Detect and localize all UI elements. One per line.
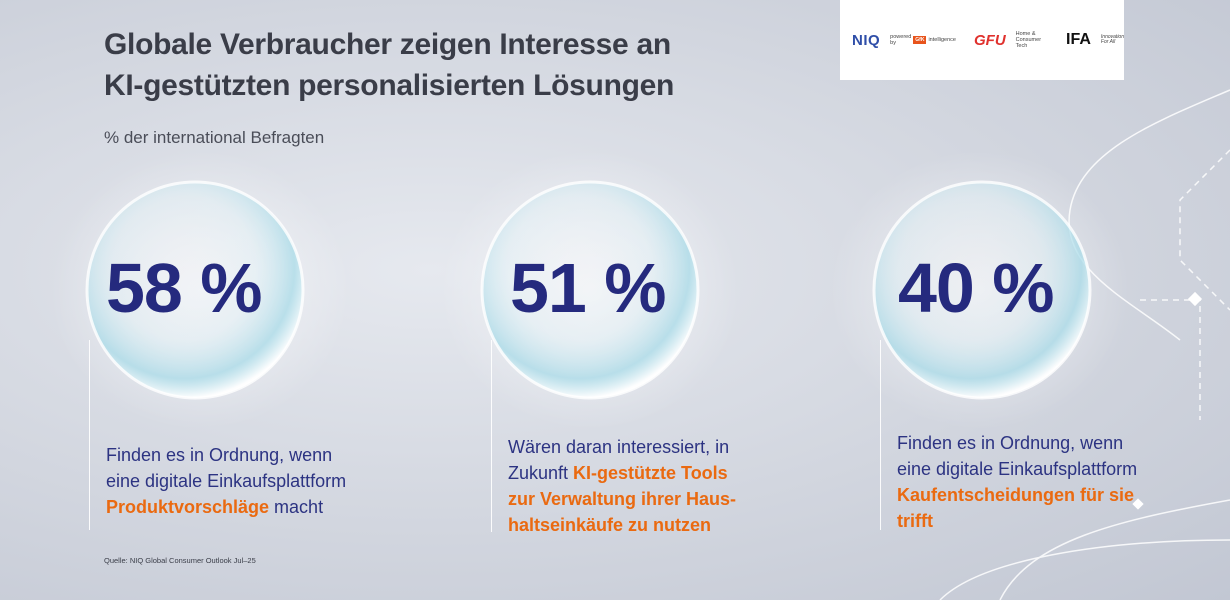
stat-description-1: Finden es in Ordnung, wenn eine digitale… bbox=[106, 442, 426, 520]
niq-logo: NIQ bbox=[852, 31, 881, 49]
bubble-2 bbox=[480, 180, 700, 400]
ifa-logo: IFA bbox=[1066, 31, 1091, 48]
stat-3-highlight-1: Kaufentscheidungen für sie bbox=[897, 485, 1135, 505]
stat-3-line-1: Finden es in Ordnung, wenn bbox=[897, 433, 1124, 453]
bubble-3 bbox=[872, 180, 1092, 400]
gfu-tagline-2: Consumer Tech bbox=[1015, 37, 1042, 49]
ifa-tagline: Innovation For All bbox=[1100, 33, 1124, 46]
gfk-logo: GfK bbox=[913, 36, 927, 44]
niq-powered-text: powered by bbox=[890, 34, 912, 46]
stat-3-line-2: eine digitale Einkaufsplattform bbox=[897, 459, 1138, 479]
stat-3-highlight-2: trifft bbox=[897, 511, 933, 531]
gfu-tagline-1: Home & bbox=[1015, 31, 1036, 37]
stat-1-line-1: Finden es in Ordnung, wenn bbox=[106, 445, 333, 465]
stat-1-line-2: eine digitale Einkaufsplattform bbox=[106, 471, 347, 491]
divider-line-3 bbox=[880, 340, 881, 530]
bubble-1 bbox=[85, 180, 305, 400]
stat-value-2: 51 % bbox=[510, 249, 667, 327]
gfu-tagline: Home & Consumer Tech bbox=[1016, 31, 1050, 49]
stat-2-highlight-2: zur Verwaltung ihrer Haus- bbox=[508, 489, 737, 509]
stat-2-line-2: Zukunft KI-gestützte Tools bbox=[508, 460, 828, 486]
stat-description-3: Finden es in Ordnung, wenn eine digitale… bbox=[897, 430, 1217, 534]
ifa-tagline-2: For All bbox=[1100, 39, 1116, 45]
stat-2-line-1: Wären daran interessiert, in bbox=[508, 437, 730, 457]
stat-value-1: 58 % bbox=[106, 249, 263, 327]
page-title: Globale Verbraucher zeigen Interesse an … bbox=[104, 24, 744, 106]
divider-line-2 bbox=[491, 340, 492, 532]
stat-1-tail: macht bbox=[269, 497, 324, 517]
stat-2-pre: Zukunft bbox=[508, 463, 574, 483]
logo-bar: NIQ powered by GfK intelligence GFU Home… bbox=[840, 0, 1124, 80]
stat-2-highlight-3: haltseinkäufe zu nutzen bbox=[508, 515, 712, 535]
stat-2-highlight-1: KI-gestützte Tools bbox=[573, 463, 728, 483]
title-line-2: KI-gestützten personalisierten Lösungen bbox=[104, 69, 675, 102]
divider-line-1 bbox=[89, 340, 90, 530]
stat-1-highlight: Produktvorschläge bbox=[106, 497, 270, 517]
ifa-tagline-1: Innovation bbox=[1100, 33, 1124, 40]
stat-value-3: 40 % bbox=[898, 249, 1055, 327]
stat-1-line-3: Produktvorschläge macht bbox=[106, 494, 426, 520]
niq-tagline: powered by GfK intelligence bbox=[890, 34, 956, 46]
subtitle: % der international Befragten bbox=[104, 128, 325, 147]
title-line-1: Globale Verbraucher zeigen Interesse an bbox=[104, 28, 671, 61]
gfu-logo: GFU bbox=[973, 31, 1006, 49]
stat-description-2: Wären daran interessiert, in Zukunft KI-… bbox=[508, 434, 828, 538]
niq-intelligence-text: intelligence bbox=[928, 37, 956, 43]
source-note: Quelle: NIQ Global Consumer Outlook Jul–… bbox=[104, 556, 256, 565]
